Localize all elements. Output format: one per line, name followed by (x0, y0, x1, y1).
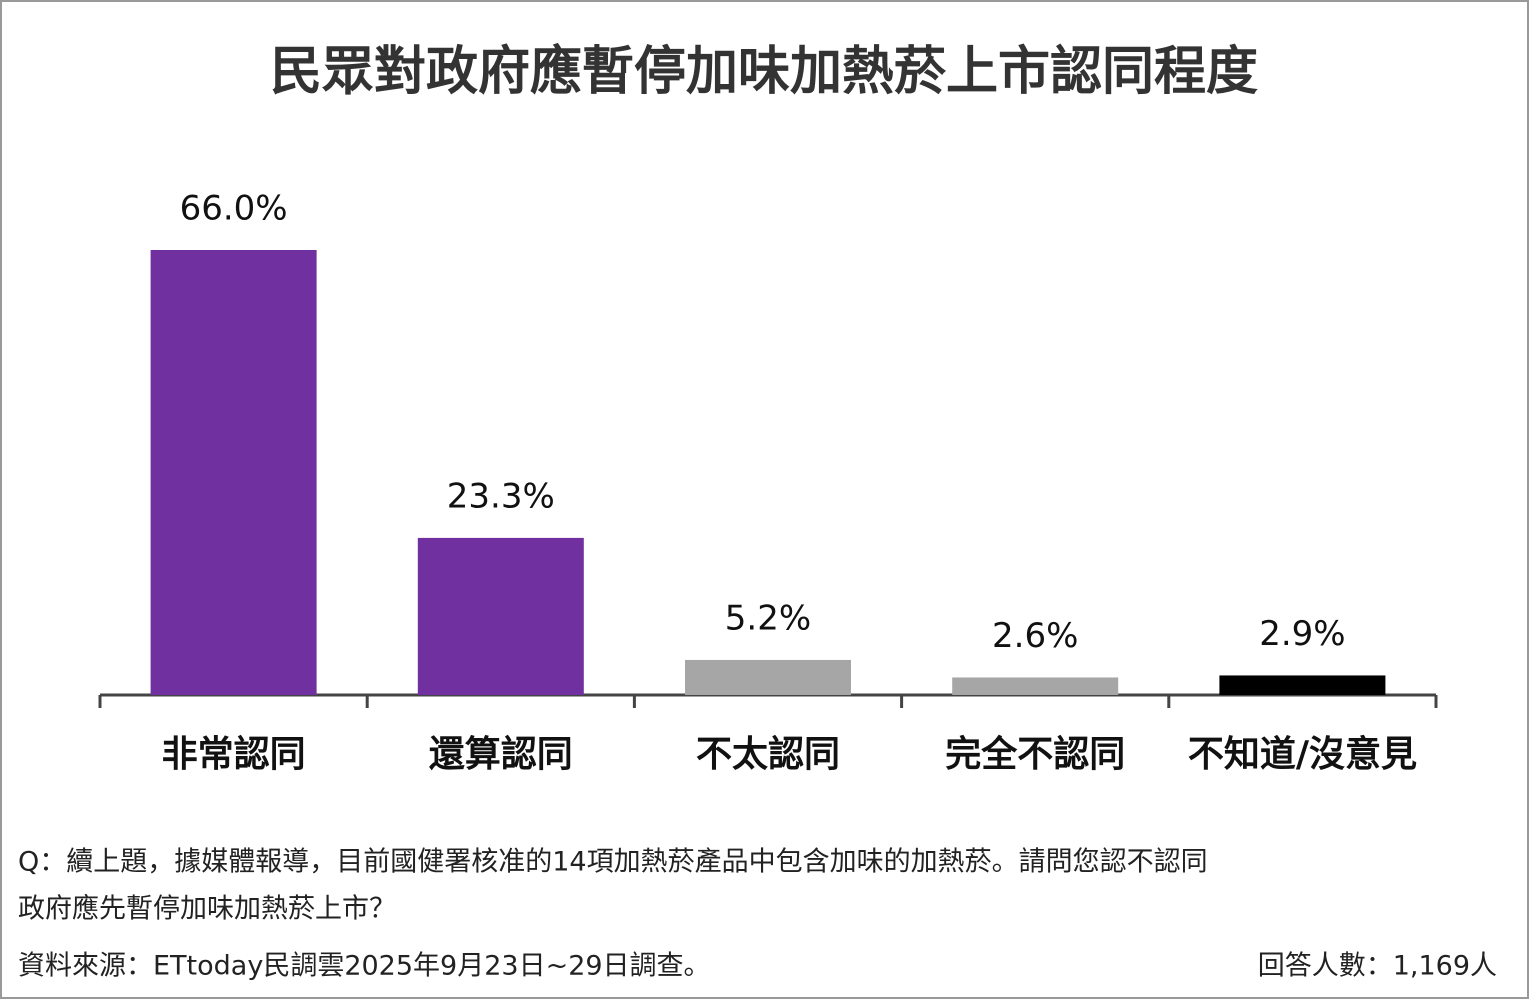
question-line: Q：續上題，據媒體報導，目前國健署核准的14項加熱菸產品中包含加味的加熱菸。請問… (18, 847, 1208, 878)
x-tick-label: 不太認同 (696, 734, 840, 775)
bar (685, 659, 851, 695)
value-label: 23.3% (447, 476, 555, 516)
value-label: 5.2% (725, 598, 811, 638)
x-tick-label: 不知道/沒意見 (1188, 734, 1417, 775)
bar (150, 250, 317, 695)
question-line: 政府應先暫停加味加熱菸上市？ (18, 894, 396, 925)
x-tick-label: 還算認同 (429, 734, 573, 775)
bar (417, 537, 584, 695)
chart-title: 民眾對政府應暫停加味加熱菸上市認同程度 (270, 42, 1258, 102)
x-tick-label: 完全不認同 (945, 733, 1125, 775)
value-label: 2.9% (1259, 614, 1345, 654)
x-tick-label: 非常認同 (162, 734, 306, 775)
bar (952, 677, 1119, 695)
value-label: 2.6% (992, 616, 1078, 656)
source: 資料來源：ETtoday民調雲2025年9月23日~29日調查。 (18, 951, 711, 982)
respondents: 回答人數：1,169人 (1258, 951, 1497, 982)
value-label: 66.0% (180, 189, 288, 229)
bar (1219, 675, 1386, 695)
